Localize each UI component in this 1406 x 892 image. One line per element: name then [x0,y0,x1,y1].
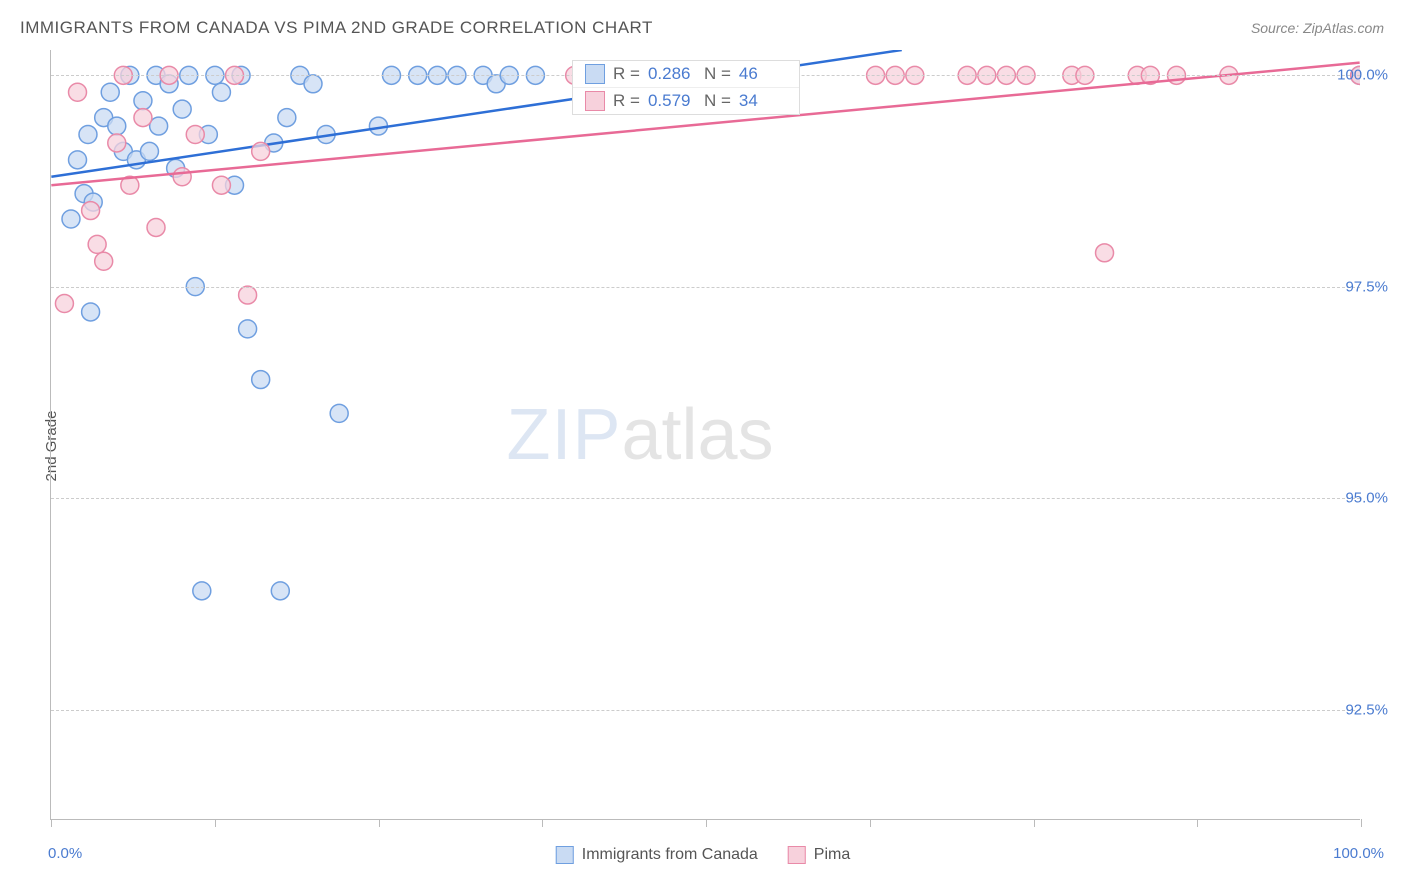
gridline [51,710,1360,711]
legend-item: Immigrants from Canada [556,846,758,864]
x-tick [870,819,871,827]
stats-row: R = 0.579 N = 34 [573,88,799,114]
data-point [134,92,152,110]
legend-swatch [556,846,574,864]
data-point [193,582,211,600]
data-point [1096,244,1114,262]
data-point [121,176,139,194]
data-point [304,75,322,93]
legend-item: Pima [788,846,850,864]
data-point [62,210,80,228]
y-tick-label: 97.5% [1345,278,1388,295]
gridline [51,498,1360,499]
data-point [252,371,270,389]
stat-r-value: 0.286 [648,64,696,84]
chart-svg [51,50,1360,819]
data-point [127,151,145,169]
x-tick [1034,819,1035,827]
data-point [134,109,152,127]
data-point [265,134,283,152]
data-point [167,159,185,177]
watermark-part1: ZIP [506,395,621,475]
stat-n-value: 34 [739,91,787,111]
data-point [173,168,191,186]
data-point [150,117,168,135]
source-attribution: Source: ZipAtlas.com [1251,20,1384,36]
data-point [95,109,113,127]
data-point [101,83,119,101]
data-point [140,142,158,160]
x-tick [215,819,216,827]
x-axis-max-label: 100.0% [1333,845,1384,862]
data-point [69,151,87,169]
data-point [186,126,204,144]
stat-n-value: 46 [739,64,787,84]
data-point [160,75,178,93]
data-point [108,117,126,135]
stats-row: R = 0.286 N = 46 [573,61,799,88]
data-point [271,582,289,600]
x-tick [706,819,707,827]
data-point [239,286,257,304]
data-point [317,126,335,144]
legend-swatch [788,846,806,864]
stat-r-label: R = [613,91,640,111]
data-point [82,202,100,220]
y-tick-label: 92.5% [1345,702,1388,719]
stat-r-value: 0.579 [648,91,696,111]
data-point [69,83,87,101]
data-point [108,134,126,152]
stats-swatch [585,91,605,111]
gridline [51,287,1360,288]
data-point [75,185,93,203]
x-axis-min-label: 0.0% [48,845,82,862]
data-point [199,126,217,144]
legend-label: Pima [814,846,850,864]
data-point [82,303,100,321]
stat-n-label: N = [704,91,731,111]
chart-title: IMMIGRANTS FROM CANADA VS PIMA 2ND GRADE… [20,18,653,38]
chart-container: IMMIGRANTS FROM CANADA VS PIMA 2ND GRADE… [0,0,1406,892]
data-point [369,117,387,135]
data-point [88,235,106,253]
watermark: ZIPatlas [506,394,773,476]
x-tick [1197,819,1198,827]
y-tick-label: 95.0% [1345,490,1388,507]
data-point [330,404,348,422]
data-point [226,176,244,194]
data-point [147,218,165,236]
data-point [212,176,230,194]
y-tick-label: 100.0% [1337,67,1388,84]
data-point [278,109,296,127]
data-point [487,75,505,93]
watermark-part2: atlas [622,395,774,475]
bottom-legend: Immigrants from Canada Pima [556,846,851,864]
legend-label: Immigrants from Canada [582,846,758,864]
stats-swatch [585,64,605,84]
data-point [212,83,230,101]
data-point [114,142,132,160]
data-point [252,142,270,160]
stat-n-label: N = [704,64,731,84]
x-tick [542,819,543,827]
x-tick [51,819,52,827]
data-point [173,100,191,118]
plot-area: ZIPatlas [50,50,1360,820]
data-point [84,193,102,211]
data-point [239,320,257,338]
x-tick [379,819,380,827]
x-tick [1361,819,1362,827]
stats-box: R = 0.286 N = 46 R = 0.579 N = 34 [572,60,800,115]
stat-r-label: R = [613,64,640,84]
data-point [79,126,97,144]
data-point [95,252,113,270]
data-point [55,295,73,313]
